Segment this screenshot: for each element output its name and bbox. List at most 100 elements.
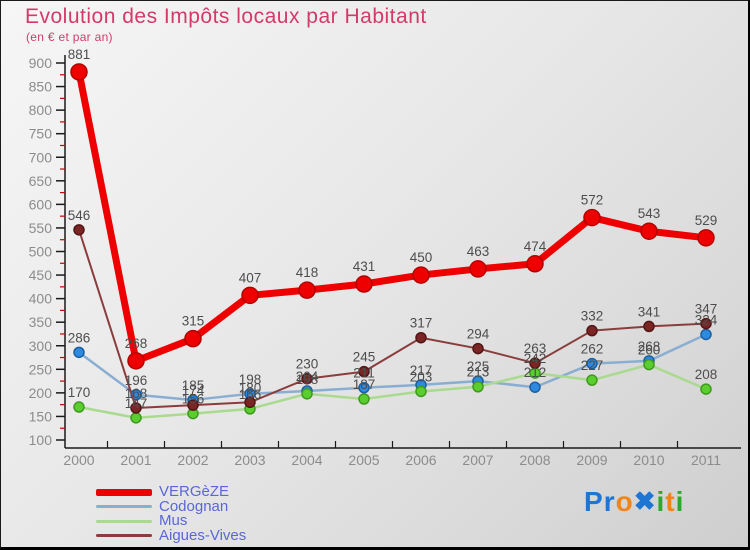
legend-line-sample xyxy=(96,519,152,523)
svg-text:572: 572 xyxy=(581,193,604,208)
svg-text:185: 185 xyxy=(182,378,205,393)
svg-text:268: 268 xyxy=(638,339,661,354)
svg-text:474: 474 xyxy=(524,239,547,254)
svg-text:262: 262 xyxy=(581,342,604,357)
legend-item-codognan: Codognan xyxy=(96,497,246,515)
svg-text:217: 217 xyxy=(410,363,433,378)
svg-text:250: 250 xyxy=(29,361,53,377)
svg-text:400: 400 xyxy=(29,291,53,307)
legend: VERGèZE Codognan Mus Aigues-Vives xyxy=(96,483,247,544)
svg-text:2010: 2010 xyxy=(633,452,664,468)
svg-text:800: 800 xyxy=(29,102,53,118)
svg-text:166: 166 xyxy=(239,387,262,402)
svg-text:168: 168 xyxy=(125,386,148,401)
svg-text:650: 650 xyxy=(29,173,53,189)
svg-text:2002: 2002 xyxy=(177,452,208,468)
svg-text:198: 198 xyxy=(296,372,319,387)
svg-text:2006: 2006 xyxy=(405,452,436,468)
svg-text:750: 750 xyxy=(29,126,53,142)
svg-text:600: 600 xyxy=(29,196,53,212)
svg-text:529: 529 xyxy=(695,213,718,228)
svg-text:187: 187 xyxy=(353,377,376,392)
svg-text:347: 347 xyxy=(695,302,718,317)
svg-text:242: 242 xyxy=(524,351,547,366)
svg-text:198: 198 xyxy=(239,372,262,387)
svg-text:213: 213 xyxy=(467,365,490,380)
svg-text:407: 407 xyxy=(239,270,262,285)
logo-letter: r xyxy=(603,486,616,517)
svg-text:324: 324 xyxy=(695,312,718,327)
svg-text:227: 227 xyxy=(581,358,604,373)
legend-item-aigues-vives: Aigues-Vives xyxy=(96,526,247,544)
legend-line-sample xyxy=(96,505,152,509)
svg-text:450: 450 xyxy=(410,250,433,265)
svg-text:2005: 2005 xyxy=(348,452,379,468)
svg-text:546: 546 xyxy=(68,208,91,223)
logo-letter: i xyxy=(656,486,666,517)
svg-text:294: 294 xyxy=(467,327,490,342)
svg-text:156: 156 xyxy=(182,392,205,407)
svg-text:170: 170 xyxy=(68,385,91,400)
svg-text:850: 850 xyxy=(29,79,53,95)
svg-text:350: 350 xyxy=(29,314,53,330)
svg-text:2003: 2003 xyxy=(234,452,265,468)
svg-text:300: 300 xyxy=(29,338,53,354)
svg-text:204: 204 xyxy=(296,369,319,384)
svg-text:543: 543 xyxy=(638,206,661,221)
legend-label: Mus xyxy=(159,512,188,530)
legend-label: Codognan xyxy=(159,497,229,515)
chart-subtitle: (en € et par an) xyxy=(26,30,113,44)
svg-text:196: 196 xyxy=(125,373,148,388)
logo-letter: o xyxy=(615,486,634,517)
legend-line-sample xyxy=(96,488,152,496)
svg-text:500: 500 xyxy=(29,244,53,260)
legend-line-sample xyxy=(96,534,152,538)
legend-item-mus: Mus xyxy=(96,512,246,530)
proxiti-logo: Pro✖iti xyxy=(584,486,684,518)
svg-text:147: 147 xyxy=(125,396,148,411)
svg-text:260: 260 xyxy=(638,343,661,358)
svg-text:700: 700 xyxy=(29,149,53,165)
svg-text:2007: 2007 xyxy=(462,452,493,468)
svg-text:332: 332 xyxy=(581,309,604,324)
line-chart-plot: 100 150 200 250 300 350 400 450 500 550 600 650 700 7… xyxy=(29,47,741,468)
chart-title: Evolution des Impôts locaux par Habitant xyxy=(25,5,427,28)
svg-text:208: 208 xyxy=(695,367,718,382)
legend-item-vergeze: VERGèZE xyxy=(96,483,246,501)
svg-text:881: 881 xyxy=(68,47,91,62)
svg-text:2001: 2001 xyxy=(120,452,151,468)
svg-text:450: 450 xyxy=(29,267,53,283)
svg-text:431: 431 xyxy=(353,259,376,274)
svg-text:286: 286 xyxy=(68,330,91,345)
svg-text:341: 341 xyxy=(638,304,661,319)
logo-letter: t xyxy=(665,486,676,517)
svg-text:263: 263 xyxy=(524,341,547,356)
svg-text:2008: 2008 xyxy=(519,452,550,468)
svg-text:212: 212 xyxy=(524,365,547,380)
svg-text:180: 180 xyxy=(239,380,262,395)
svg-text:211: 211 xyxy=(353,366,375,381)
svg-text:2004: 2004 xyxy=(291,452,322,468)
svg-text:2011: 2011 xyxy=(691,452,721,468)
svg-text:230: 230 xyxy=(296,357,319,372)
logo-letter: P xyxy=(584,486,604,517)
svg-text:225: 225 xyxy=(467,359,490,374)
svg-text:174: 174 xyxy=(182,383,205,398)
logo-letter: i xyxy=(675,486,685,517)
svg-text:200: 200 xyxy=(29,385,53,401)
svg-text:203: 203 xyxy=(410,369,433,384)
svg-text:550: 550 xyxy=(29,220,53,236)
svg-text:268: 268 xyxy=(125,336,148,351)
legend-label: VERGèZE xyxy=(159,483,230,501)
svg-text:2000: 2000 xyxy=(63,452,94,468)
svg-text:2009: 2009 xyxy=(576,452,607,468)
legend-label: Aigues-Vives xyxy=(159,526,247,544)
logo-x-icon: ✖ xyxy=(633,486,657,516)
svg-text:100: 100 xyxy=(29,432,53,448)
svg-text:418: 418 xyxy=(296,265,319,280)
svg-text:463: 463 xyxy=(467,244,490,259)
svg-text:317: 317 xyxy=(410,316,433,331)
svg-text:245: 245 xyxy=(353,350,376,365)
svg-text:315: 315 xyxy=(182,314,205,329)
